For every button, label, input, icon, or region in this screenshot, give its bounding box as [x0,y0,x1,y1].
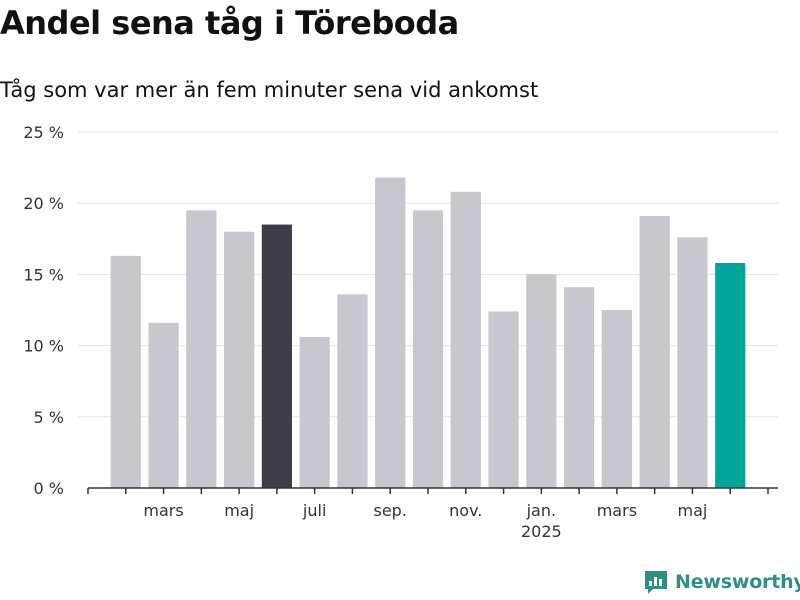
bar [526,274,557,488]
bar [564,287,595,488]
y-tick-label: 5 % [34,408,64,427]
x-tick-label: mars [143,501,183,520]
y-tick-label: 20 % [23,194,64,213]
bar-chart: 0 % 5 % 10 % 15 % 20 % 25 % mars maj juli sep. nov… [23,123,778,541]
bar [261,224,292,488]
y-tick-label: 0 % [34,479,64,498]
x-tick-label: maj [678,501,708,520]
bar [148,322,179,488]
bar [715,263,746,488]
brand-logo: Newsworthy [643,569,800,595]
x-tick-label: maj [224,501,254,520]
y-tick-label: 15 % [23,265,64,284]
brand-name: Newsworthy [675,571,800,593]
bar [375,177,406,488]
bar [337,294,368,488]
x-tick-label: sep. [374,501,407,520]
bar [224,231,255,488]
bar [677,237,708,488]
x-tick-year-label: 2025 [521,522,562,541]
x-tick-label: nov. [449,501,482,520]
bar [412,210,444,488]
chart-title: Andel sena tåg i Töreboda [0,4,459,42]
chart-subtitle: Tåg som var mer än fem minuter sena vid … [0,78,539,102]
bar [110,255,141,488]
bar [186,210,217,488]
bar [299,337,330,488]
bar [639,216,670,489]
y-tick-label: 25 % [23,123,64,142]
x-tick-label: mars [597,501,637,520]
bar [488,311,519,488]
bar [601,310,632,488]
bar [450,191,481,489]
x-tick-label: jan. [526,501,556,520]
y-tick-label: 10 % [23,337,64,356]
x-tick-label: juli [302,501,326,520]
newsworthy-logo-icon [645,571,667,594]
